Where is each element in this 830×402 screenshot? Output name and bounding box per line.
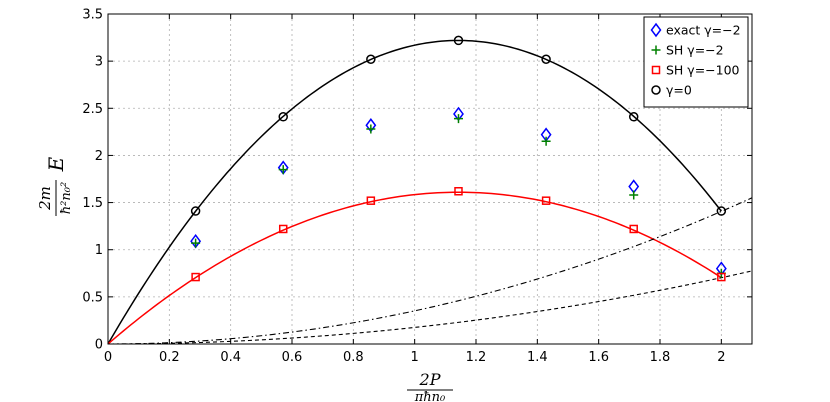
x-tick-label: 0.2 xyxy=(159,350,180,365)
curve-dashed xyxy=(108,270,753,345)
legend: exact γ=−2 SH γ=−2 SH γ=−100 γ=0 xyxy=(643,16,749,108)
marker-square xyxy=(629,224,638,234)
x-axis-label-numerator: 2P xyxy=(419,370,441,389)
x-tick-label: 1 xyxy=(411,350,419,365)
legend-marker-diamond xyxy=(650,22,662,38)
marker-square xyxy=(366,196,376,205)
legend-label: γ=0 xyxy=(666,83,692,98)
marker-circle xyxy=(278,112,288,122)
legend-marker-circle xyxy=(651,85,661,95)
plot-frame xyxy=(107,13,753,345)
data-markers xyxy=(190,35,727,282)
y-tick-label: 0.5 xyxy=(82,290,103,305)
y-axis-label-numerator: 2m xyxy=(36,186,54,211)
marker-square xyxy=(454,187,463,196)
x-tick-label: 1.8 xyxy=(650,350,671,365)
marker-circle xyxy=(541,54,551,65)
y-axis-label-denominator: ħ²n₀² xyxy=(59,182,74,214)
y-tick-label: 3 xyxy=(95,55,103,70)
marker-square xyxy=(278,224,288,234)
marker-square xyxy=(717,272,726,282)
legend-label: exact γ=−2 xyxy=(666,23,741,38)
x-tick-labels: 0 0.2 0.4 0.6 0.8 1 1.2 1.4 1.6 1.8 2 xyxy=(104,350,726,365)
y-tick-label: 2 xyxy=(95,149,103,164)
x-tick-label: 2 xyxy=(717,350,725,365)
x-tick-label: 0.6 xyxy=(282,350,303,365)
legend-marker-plus xyxy=(651,45,661,55)
y-tick-label: 3.5 xyxy=(82,8,103,23)
x-axis-label-denominator: πħn₀ xyxy=(414,390,446,402)
y-axis-label: 2m ħ²n₀² E xyxy=(36,156,74,216)
marker-square xyxy=(191,272,200,282)
marker-circle xyxy=(628,112,639,122)
curve-solid xyxy=(107,39,722,345)
x-tick-label: 0 xyxy=(104,350,112,365)
x-tick-label: 1.6 xyxy=(588,350,609,365)
y-tick-label: 0 xyxy=(95,338,103,353)
marker-circle xyxy=(366,54,376,65)
marker-square xyxy=(541,196,551,205)
y-tick-labels: 0 0.5 1 1.5 2 2.5 3 3.5 xyxy=(82,8,103,353)
legend-box xyxy=(643,16,749,108)
y-tick-label: 1.5 xyxy=(82,196,103,211)
marker-plus xyxy=(191,238,201,248)
marker-plus xyxy=(366,124,376,134)
legend-label: SH γ=−100 xyxy=(666,63,740,78)
marker-plus xyxy=(453,114,463,124)
curve-solid xyxy=(107,191,722,345)
legend-label: SH γ=−2 xyxy=(666,43,724,58)
y-axis-label-variable: E xyxy=(44,156,68,172)
curve-lines xyxy=(107,39,753,345)
marker-circle xyxy=(716,206,727,216)
x-tick-label: 0.8 xyxy=(343,350,364,365)
y-tick-label: 2.5 xyxy=(82,102,103,117)
x-tick-label: 1.2 xyxy=(466,350,487,365)
legend-marker-square xyxy=(651,65,661,75)
x-tick-label: 0.4 xyxy=(220,350,241,365)
curve-dashdot xyxy=(107,197,753,345)
marker-circle xyxy=(453,35,464,46)
marker-circle xyxy=(190,206,201,216)
x-tick-label: 1.4 xyxy=(527,350,548,365)
marker-plus xyxy=(278,165,288,175)
marker-plus xyxy=(629,190,639,200)
marker-plus xyxy=(541,136,551,146)
y-tick-label: 1 xyxy=(95,243,103,258)
x-axis-label: 2P πħn₀ xyxy=(407,370,453,402)
